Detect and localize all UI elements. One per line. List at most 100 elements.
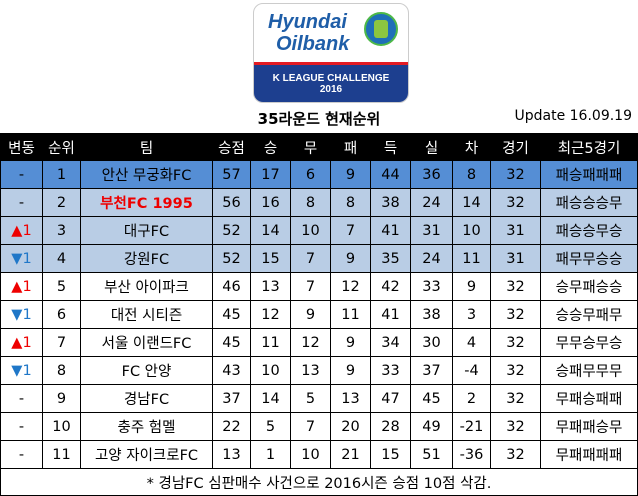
team-cell: 충주 험멜: [80, 412, 213, 441]
change-cell: ▼1: [0, 300, 43, 329]
losses-cell: 13: [330, 384, 371, 413]
column-header: 승: [250, 133, 291, 161]
rank-cell: 1: [42, 160, 81, 189]
draws-cell: 10: [290, 440, 331, 469]
draws-cell: 6: [290, 160, 331, 189]
recent-form-cell: 승패무무무: [540, 356, 638, 385]
k-league-challenge-logo: Hyundai Oilbank K LEAGUE CHALLENGE 2016: [253, 3, 409, 103]
points-cell: 57: [212, 160, 251, 189]
wins-cell: 14: [250, 216, 291, 245]
wins-cell: 13: [250, 272, 291, 301]
draws-cell: 8: [290, 188, 331, 217]
change-cell: ▲1: [0, 272, 43, 301]
table-row: ▼1 6 대전 시티즌 45 12 9 11 41 38 3 32 승승무패무: [0, 300, 638, 329]
goals-against-cell: 31: [410, 216, 453, 245]
games-cell: 32: [490, 412, 541, 441]
wins-cell: 14: [250, 384, 291, 413]
goals-against-cell: 45: [410, 384, 453, 413]
games-cell: 32: [490, 300, 541, 329]
team-cell: 경남FC: [80, 384, 213, 413]
change-cell: -: [0, 440, 43, 469]
table-row: ▲1 7 서울 이랜드FC 45 11 12 9 34 30 4 32 무무승무승: [0, 328, 638, 357]
rank-cell: 11: [42, 440, 81, 469]
standings-table: 변동 순위 팀 승점 승 무 패 득 실 차 경기 최근5경기 -1 안산 무궁화FC 57 17 6 9 44 3…: [0, 133, 638, 496]
oilbank-emblem-icon: [364, 12, 398, 46]
logo-text-year: 2016: [319, 84, 343, 95]
goals-against-cell: 38: [410, 300, 453, 329]
change-cell: ▼1: [0, 244, 43, 273]
table-row: -2 부천FC 1995 56 16 8 8 38 24 14 32 패승승승무: [0, 188, 638, 217]
games-cell: 32: [490, 188, 541, 217]
games-cell: 32: [490, 440, 541, 469]
recent-form-cell: 승승무패무: [540, 300, 638, 329]
points-cell: 13: [212, 440, 251, 469]
column-header: 차: [452, 133, 491, 161]
goal-diff-cell: 11: [452, 244, 491, 273]
wins-cell: 1: [250, 440, 291, 469]
column-header: 패: [330, 133, 371, 161]
column-header: 순위: [42, 133, 81, 161]
points-cell: 43: [212, 356, 251, 385]
column-header: 득: [370, 133, 411, 161]
goals-against-cell: 37: [410, 356, 453, 385]
draws-cell: 7: [290, 244, 331, 273]
losses-cell: 9: [330, 244, 371, 273]
games-cell: 31: [490, 244, 541, 273]
goals-against-cell: 30: [410, 328, 453, 357]
rank-cell: 8: [42, 356, 81, 385]
goal-diff-cell: -21: [452, 412, 491, 441]
team-cell: 안산 무궁화FC: [80, 160, 213, 189]
team-cell: 대구FC: [80, 216, 213, 245]
games-cell: 32: [490, 384, 541, 413]
wins-cell: 5: [250, 412, 291, 441]
losses-cell: 9: [330, 160, 371, 189]
goal-diff-cell: 2: [452, 384, 491, 413]
points-cell: 45: [212, 300, 251, 329]
goals-for-cell: 42: [370, 272, 411, 301]
goal-diff-cell: 3: [452, 300, 491, 329]
rank-cell: 3: [42, 216, 81, 245]
recent-form-cell: 무패패승무: [540, 412, 638, 441]
goals-for-cell: 44: [370, 160, 411, 189]
column-header: 경기: [490, 133, 541, 161]
goals-for-cell: 38: [370, 188, 411, 217]
team-cell: 고양 자이크로FC: [80, 440, 213, 469]
goals-against-cell: 51: [410, 440, 453, 469]
column-header: 최근5경기: [540, 133, 638, 161]
column-header: 팀: [80, 133, 213, 161]
points-cell: 22: [212, 412, 251, 441]
goal-diff-cell: 8: [452, 160, 491, 189]
footnote: * 경남FC 심판매수 사건으로 2016시즌 승점 10점 삭감.: [0, 468, 638, 496]
team-cell: 부천FC 1995: [80, 188, 213, 217]
logo-band: K LEAGUE CHALLENGE 2016: [254, 62, 408, 102]
goals-for-cell: 41: [370, 216, 411, 245]
recent-form-cell: 패승승무승: [540, 216, 638, 245]
change-cell: -: [0, 412, 43, 441]
rank-cell: 6: [42, 300, 81, 329]
goals-against-cell: 33: [410, 272, 453, 301]
draws-cell: 13: [290, 356, 331, 385]
goals-for-cell: 47: [370, 384, 411, 413]
draws-cell: 5: [290, 384, 331, 413]
points-cell: 46: [212, 272, 251, 301]
header-row: 변동 순위 팀 승점 승 무 패 득 실 차 경기 최근5경기: [0, 133, 638, 161]
goal-diff-cell: 9: [452, 272, 491, 301]
change-cell: ▼1: [0, 356, 43, 385]
goal-diff-cell: -36: [452, 440, 491, 469]
rank-cell: 2: [42, 188, 81, 217]
column-header: 변동: [0, 133, 43, 161]
change-cell: ▲1: [0, 216, 43, 245]
draws-cell: 9: [290, 300, 331, 329]
losses-cell: 12: [330, 272, 371, 301]
logo-text-league: K LEAGUE CHALLENGE: [272, 73, 390, 84]
team-cell: 부산 아이파크: [80, 272, 213, 301]
rank-cell: 9: [42, 384, 81, 413]
table-row: -11 고양 자이크로FC 13 1 10 21 15 51 -36 32 무패패패패: [0, 440, 638, 469]
table-row: -10 충주 험멜 22 5 7 20 28 49 -21 32 무패패승무: [0, 412, 638, 441]
recent-form-cell: 무패패패패: [540, 440, 638, 469]
logo-text-hyundai: Hyundai: [268, 11, 347, 33]
column-header: 무: [290, 133, 331, 161]
team-cell: 대전 시티즌: [80, 300, 213, 329]
goal-diff-cell: -4: [452, 356, 491, 385]
rank-cell: 5: [42, 272, 81, 301]
